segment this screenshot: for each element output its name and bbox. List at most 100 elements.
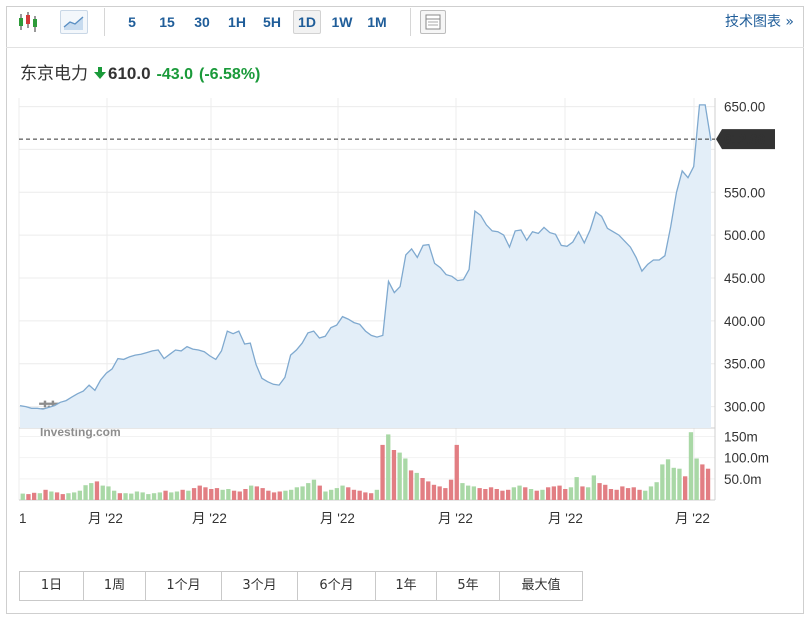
volume-bar [77, 490, 83, 500]
volume-bar [506, 489, 511, 500]
price-change-percent: (-6.58%) [199, 66, 261, 83]
volume-bar [100, 485, 105, 500]
volume-bar [580, 486, 585, 500]
price-change: -43.0 [156, 66, 194, 83]
volume-bar [386, 434, 391, 500]
area-chart-icon[interactable] [60, 10, 88, 34]
volume-bar [146, 494, 151, 500]
timeframe-1d[interactable]: 1D [293, 10, 321, 34]
volume-bar [437, 486, 442, 500]
volume-bar [677, 468, 682, 500]
range-3m-button[interactable]: 3个月 [221, 572, 297, 600]
volume-bar [694, 458, 699, 500]
volume-tick-label: 150m [724, 429, 758, 444]
volume-bar [169, 492, 174, 500]
volume-bar [226, 489, 231, 500]
volume-tick-label: 50.0m [724, 472, 762, 487]
volume-bar [551, 486, 557, 500]
volume-bar [614, 489, 619, 500]
volume-bar [488, 487, 494, 500]
range-1m-button[interactable]: 1个月 [145, 572, 221, 600]
timeframe-15[interactable]: 15 [159, 14, 175, 30]
volume-bar [517, 485, 522, 500]
toolbar-divider [104, 8, 105, 36]
volume-bar [380, 444, 385, 500]
volume-bar [220, 489, 225, 500]
price-line [19, 104, 712, 410]
volume-bar [94, 481, 100, 500]
range-1d-button[interactable]: 1日 [20, 572, 83, 600]
y-tick-label: 650.00 [724, 100, 765, 115]
volume-bar [403, 458, 408, 500]
technical-chart-link[interactable]: 技术图表 » [724, 14, 794, 30]
volume-bar [631, 487, 636, 500]
volume-bar [289, 489, 294, 500]
volume-bar [191, 488, 197, 500]
volume-bar [568, 487, 574, 500]
volume-bar [66, 493, 71, 500]
volume-bar [157, 492, 163, 500]
timeframe-1w[interactable]: 1W [331, 14, 353, 30]
volume-bar [420, 478, 425, 500]
y-tick-label: 350.00 [724, 357, 765, 372]
volume-bar [37, 493, 43, 500]
chart-widget-frame [6, 6, 804, 614]
volume-bar [214, 488, 220, 500]
range-1w-button[interactable]: 1周 [83, 572, 145, 600]
volume-bar [106, 486, 111, 500]
volume-bar [443, 488, 448, 500]
volume-bar [60, 494, 65, 500]
volume-bar [477, 488, 482, 500]
toolbar-divider [410, 8, 411, 36]
volume-bar [471, 486, 477, 500]
volume-bar [49, 491, 54, 500]
x-tick-label: 月 '22 [438, 511, 473, 526]
timeframe-5h[interactable]: 5H [263, 14, 281, 30]
y-tick-label: 500.00 [724, 228, 765, 243]
volume-bar [665, 459, 671, 500]
candlestick-icon[interactable] [16, 10, 44, 34]
chart-toolbar [6, 6, 804, 48]
timeframe-30[interactable]: 30 [194, 14, 210, 30]
x-tick-label: 月 '22 [88, 511, 123, 526]
volume-bar [608, 489, 614, 500]
volume-bar [671, 467, 676, 500]
volume-bar [237, 491, 242, 500]
volume-bar [351, 489, 357, 500]
volume-bar [186, 490, 191, 500]
current-price-label: 612.00 [724, 132, 765, 147]
volume-bar [20, 493, 25, 500]
timeframe-5[interactable]: 5 [128, 14, 136, 30]
volume-bar [54, 492, 60, 500]
range-max-button[interactable]: 最大值 [499, 572, 582, 600]
volume-bar [112, 490, 117, 500]
range-5y-button[interactable]: 5年 [436, 572, 499, 600]
volume-bar [688, 432, 694, 500]
timeframe-1h[interactable]: 1H [228, 14, 246, 30]
volume-bar [500, 490, 505, 500]
volume-bar [643, 490, 648, 500]
range-1y-button[interactable]: 1年 [375, 572, 436, 600]
volume-bar [597, 483, 602, 500]
volume-bar [528, 489, 534, 500]
volume-bar [174, 491, 180, 500]
volume-bar [346, 487, 351, 500]
volume-bar [260, 488, 265, 500]
price-chart[interactable]: 英为财情Investing.com650.00550.00500.00450.0… [0, 0, 810, 560]
x-tick-label: 1 [19, 511, 27, 526]
timeframe-1m[interactable]: 1M [367, 14, 387, 30]
x-tick-label: 月 '22 [548, 511, 583, 526]
volume-bar [454, 444, 459, 500]
volume-bar [83, 485, 88, 500]
volume-bar [534, 490, 539, 500]
volume-bar [426, 481, 431, 500]
x-tick-label: 月 '22 [675, 511, 710, 526]
table-icon[interactable] [420, 10, 446, 34]
range-6m-button[interactable]: 6个月 [297, 572, 375, 600]
x-tick-label: 月 '22 [192, 511, 227, 526]
volume-bar [700, 464, 705, 500]
volume-bar [26, 494, 31, 500]
y-tick-label: 550.00 [724, 185, 765, 200]
volume-bar [197, 485, 202, 500]
volume-bar [209, 489, 214, 500]
